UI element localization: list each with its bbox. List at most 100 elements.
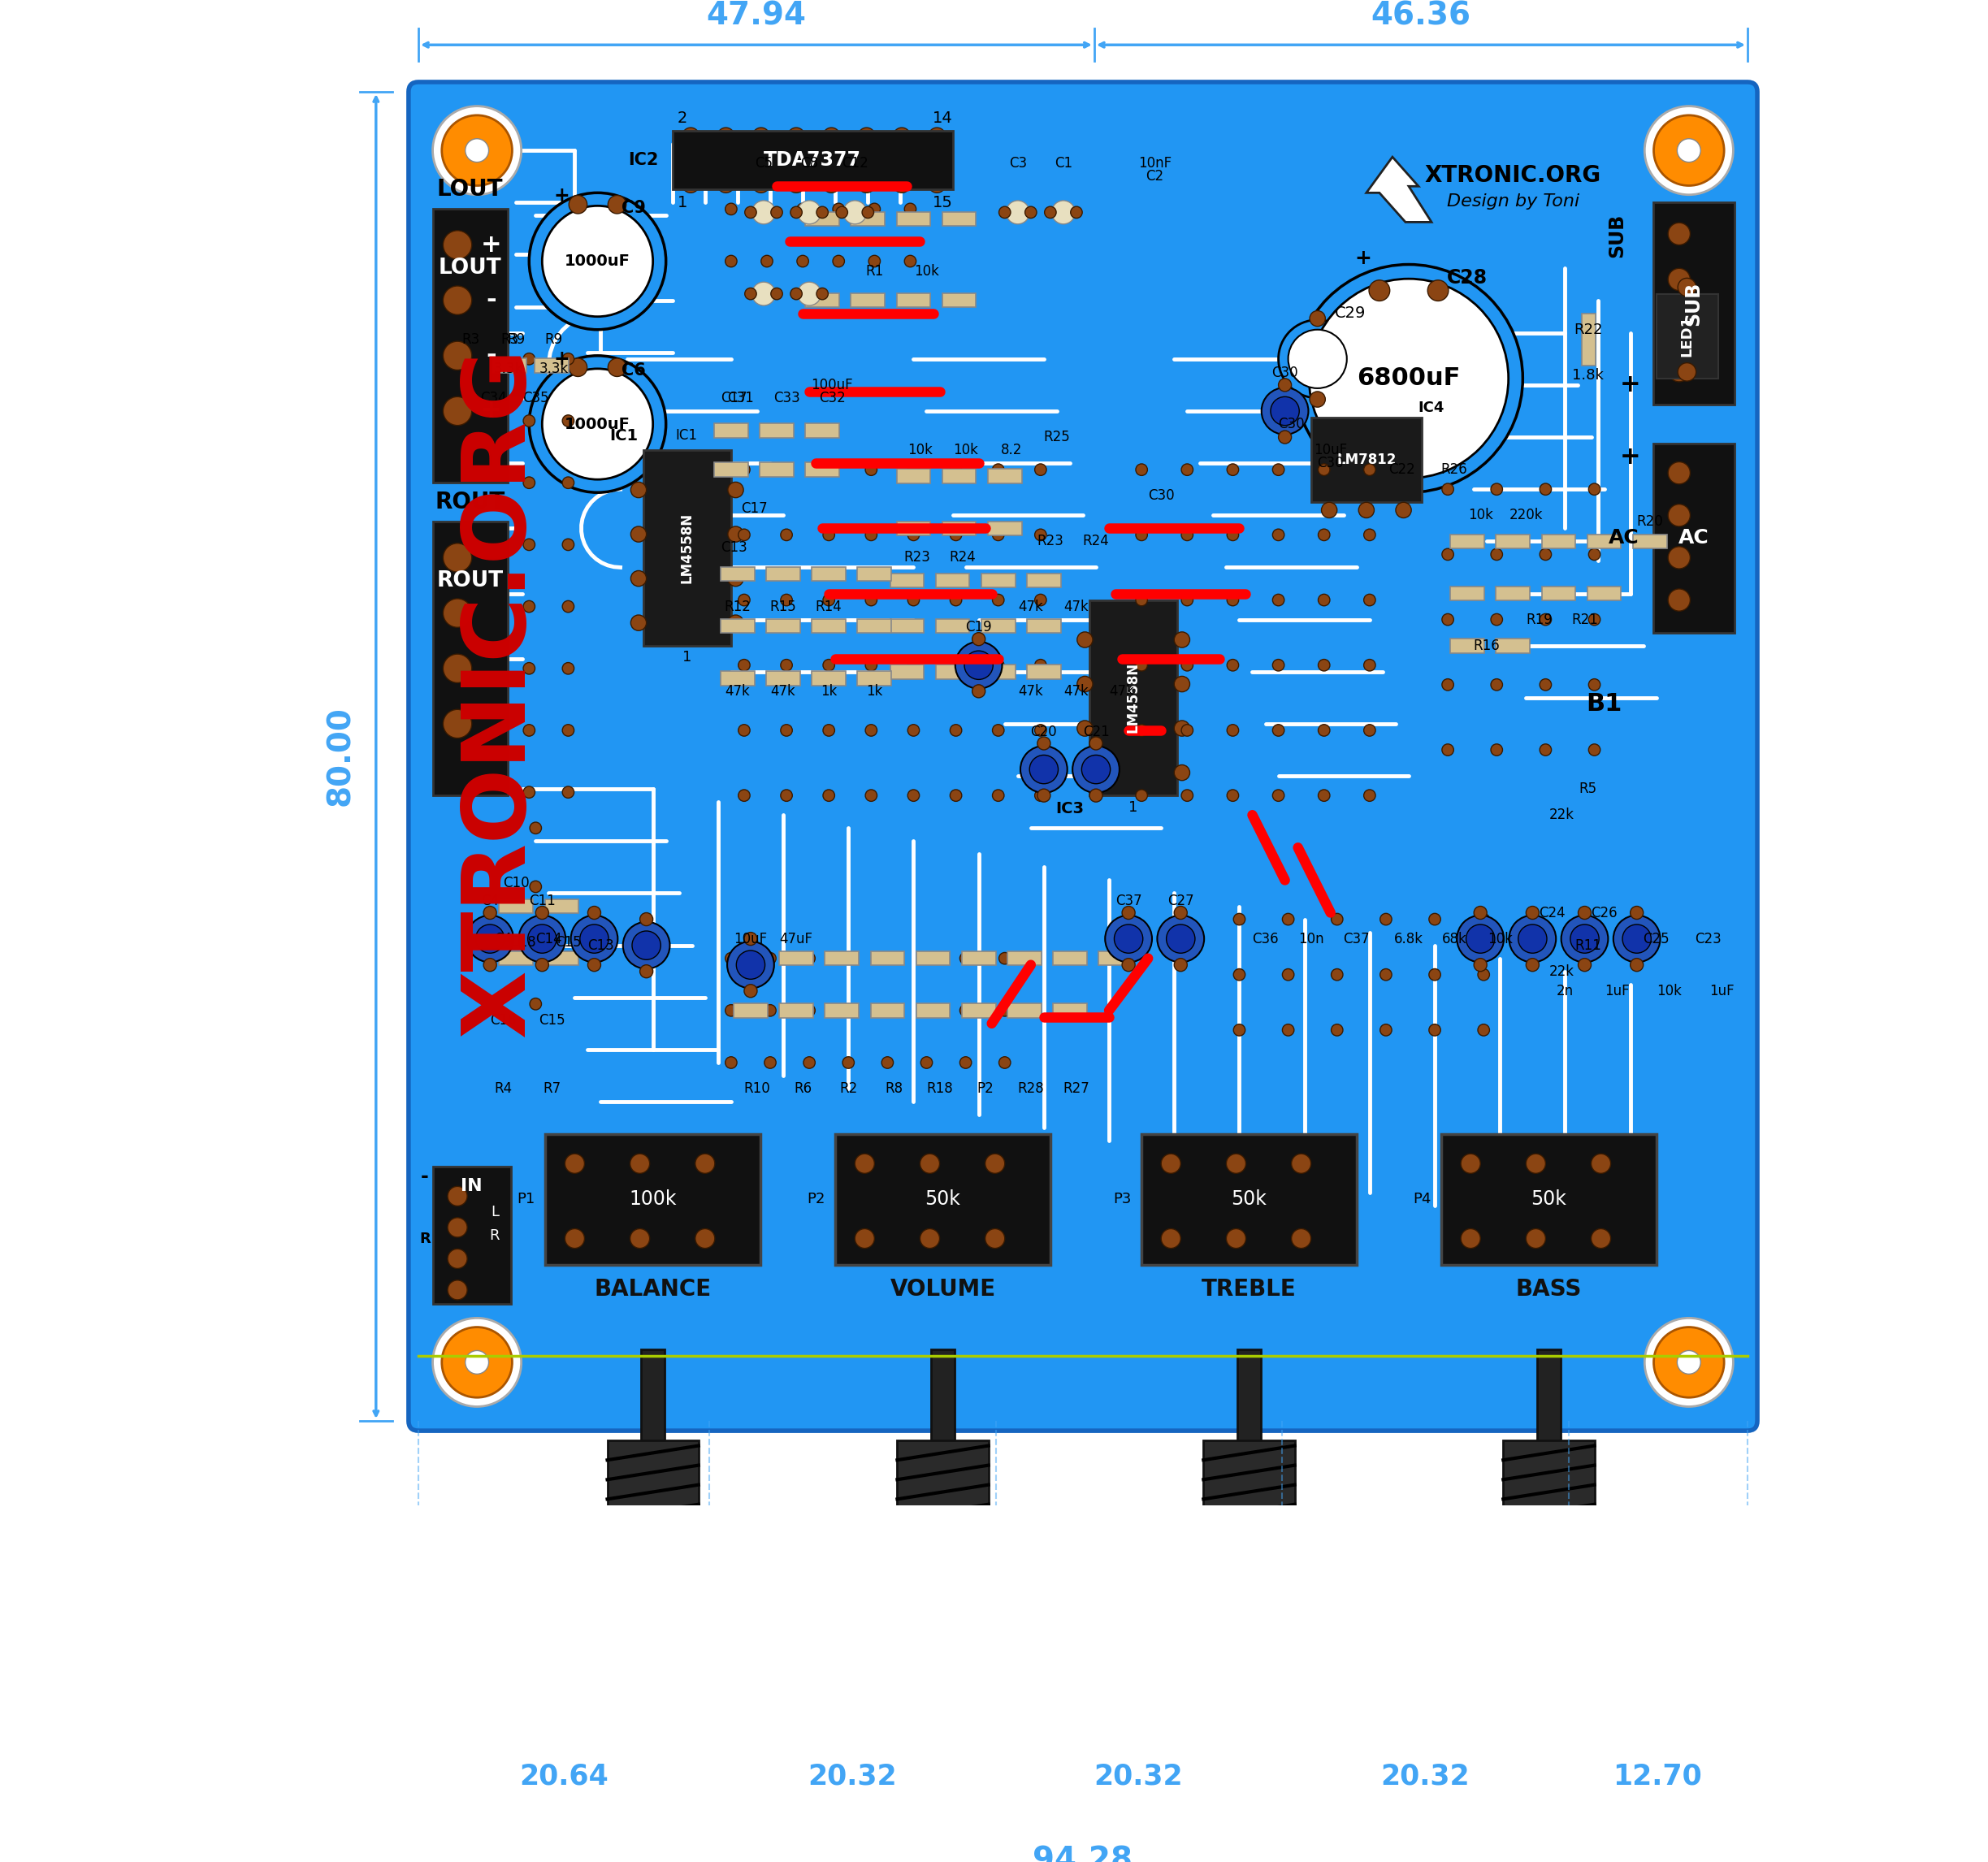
Circle shape <box>1077 631 1093 648</box>
Text: 47k: 47k <box>726 683 749 698</box>
Circle shape <box>563 354 575 365</box>
Bar <box>897 212 930 225</box>
Circle shape <box>1072 207 1081 218</box>
Circle shape <box>1175 631 1189 648</box>
Circle shape <box>787 175 805 194</box>
Circle shape <box>1318 594 1330 605</box>
Circle shape <box>728 570 744 587</box>
Text: C26: C26 <box>1590 905 1618 920</box>
Circle shape <box>1272 529 1284 540</box>
Text: 80.00: 80.00 <box>324 706 356 806</box>
Text: 1.8k: 1.8k <box>1573 369 1604 382</box>
Circle shape <box>1318 529 1330 540</box>
Circle shape <box>843 1005 855 1017</box>
Text: C31: C31 <box>728 391 753 406</box>
Bar <box>714 423 747 438</box>
Circle shape <box>781 789 793 801</box>
Text: R28: R28 <box>1018 1082 1044 1097</box>
Circle shape <box>447 1249 467 1268</box>
Circle shape <box>1654 115 1724 186</box>
Text: C24: C24 <box>1539 905 1565 920</box>
Text: R8: R8 <box>885 1082 903 1097</box>
Circle shape <box>763 1005 775 1017</box>
Circle shape <box>728 482 744 497</box>
Text: C30: C30 <box>1147 488 1175 503</box>
Bar <box>606 1441 698 1715</box>
Circle shape <box>1614 916 1660 963</box>
Text: ROUT: ROUT <box>437 570 503 590</box>
Text: R19: R19 <box>1525 613 1553 627</box>
Circle shape <box>1668 588 1690 611</box>
Circle shape <box>1044 207 1056 218</box>
Circle shape <box>823 594 835 605</box>
Circle shape <box>998 1005 1010 1017</box>
Circle shape <box>823 724 835 735</box>
Text: 20.64: 20.64 <box>519 1761 608 1789</box>
Circle shape <box>992 724 1004 735</box>
Text: LM4558N: LM4558N <box>680 512 694 583</box>
Circle shape <box>909 659 918 670</box>
Circle shape <box>527 924 557 953</box>
Circle shape <box>1364 789 1376 801</box>
Circle shape <box>928 175 946 194</box>
Circle shape <box>1135 594 1147 605</box>
Circle shape <box>1034 464 1046 475</box>
Text: 47k: 47k <box>1109 683 1135 698</box>
Text: C25: C25 <box>1642 931 1670 946</box>
Text: C1: C1 <box>1054 156 1072 171</box>
Circle shape <box>1539 549 1551 560</box>
Circle shape <box>1332 914 1344 925</box>
Circle shape <box>1588 484 1600 495</box>
Circle shape <box>763 1058 775 1069</box>
Circle shape <box>1318 659 1330 670</box>
Circle shape <box>1030 756 1058 784</box>
Circle shape <box>817 207 829 218</box>
Circle shape <box>608 358 626 376</box>
Circle shape <box>909 529 918 540</box>
Text: C2: C2 <box>1145 169 1163 184</box>
Circle shape <box>571 916 618 963</box>
Bar <box>942 469 976 484</box>
Circle shape <box>1278 430 1292 443</box>
Circle shape <box>1227 594 1239 605</box>
Circle shape <box>465 1350 489 1374</box>
Bar <box>871 951 905 966</box>
Circle shape <box>443 654 471 683</box>
Text: P3: P3 <box>1113 1192 1131 1207</box>
Text: C15: C15 <box>539 1013 565 1028</box>
Text: TDA7377: TDA7377 <box>763 151 861 169</box>
Circle shape <box>992 594 1004 605</box>
Circle shape <box>992 789 1004 801</box>
Circle shape <box>726 203 738 214</box>
Circle shape <box>1477 968 1489 981</box>
Bar <box>644 451 732 646</box>
Text: R21: R21 <box>1571 613 1598 627</box>
Text: P1: P1 <box>517 1192 535 1207</box>
Circle shape <box>1473 907 1487 920</box>
Circle shape <box>859 175 875 194</box>
Circle shape <box>771 207 783 218</box>
Bar <box>1451 587 1485 601</box>
Circle shape <box>797 255 809 266</box>
Text: P2: P2 <box>807 1192 825 1207</box>
Circle shape <box>1332 968 1344 981</box>
Circle shape <box>1282 914 1294 925</box>
Circle shape <box>881 1005 893 1017</box>
Bar <box>930 1350 954 1694</box>
Circle shape <box>630 527 646 542</box>
Circle shape <box>1441 614 1453 626</box>
Circle shape <box>1668 462 1690 484</box>
Circle shape <box>630 570 646 587</box>
Bar <box>1497 534 1531 549</box>
Circle shape <box>992 529 1004 540</box>
Circle shape <box>1081 756 1111 784</box>
Circle shape <box>1135 464 1147 475</box>
Circle shape <box>726 1058 738 1069</box>
Circle shape <box>986 1154 1004 1173</box>
Bar <box>1654 443 1734 633</box>
Circle shape <box>563 786 575 799</box>
Bar <box>942 521 976 536</box>
Circle shape <box>1272 724 1284 735</box>
Circle shape <box>1491 680 1503 691</box>
Text: 100uF: 100uF <box>811 378 853 393</box>
